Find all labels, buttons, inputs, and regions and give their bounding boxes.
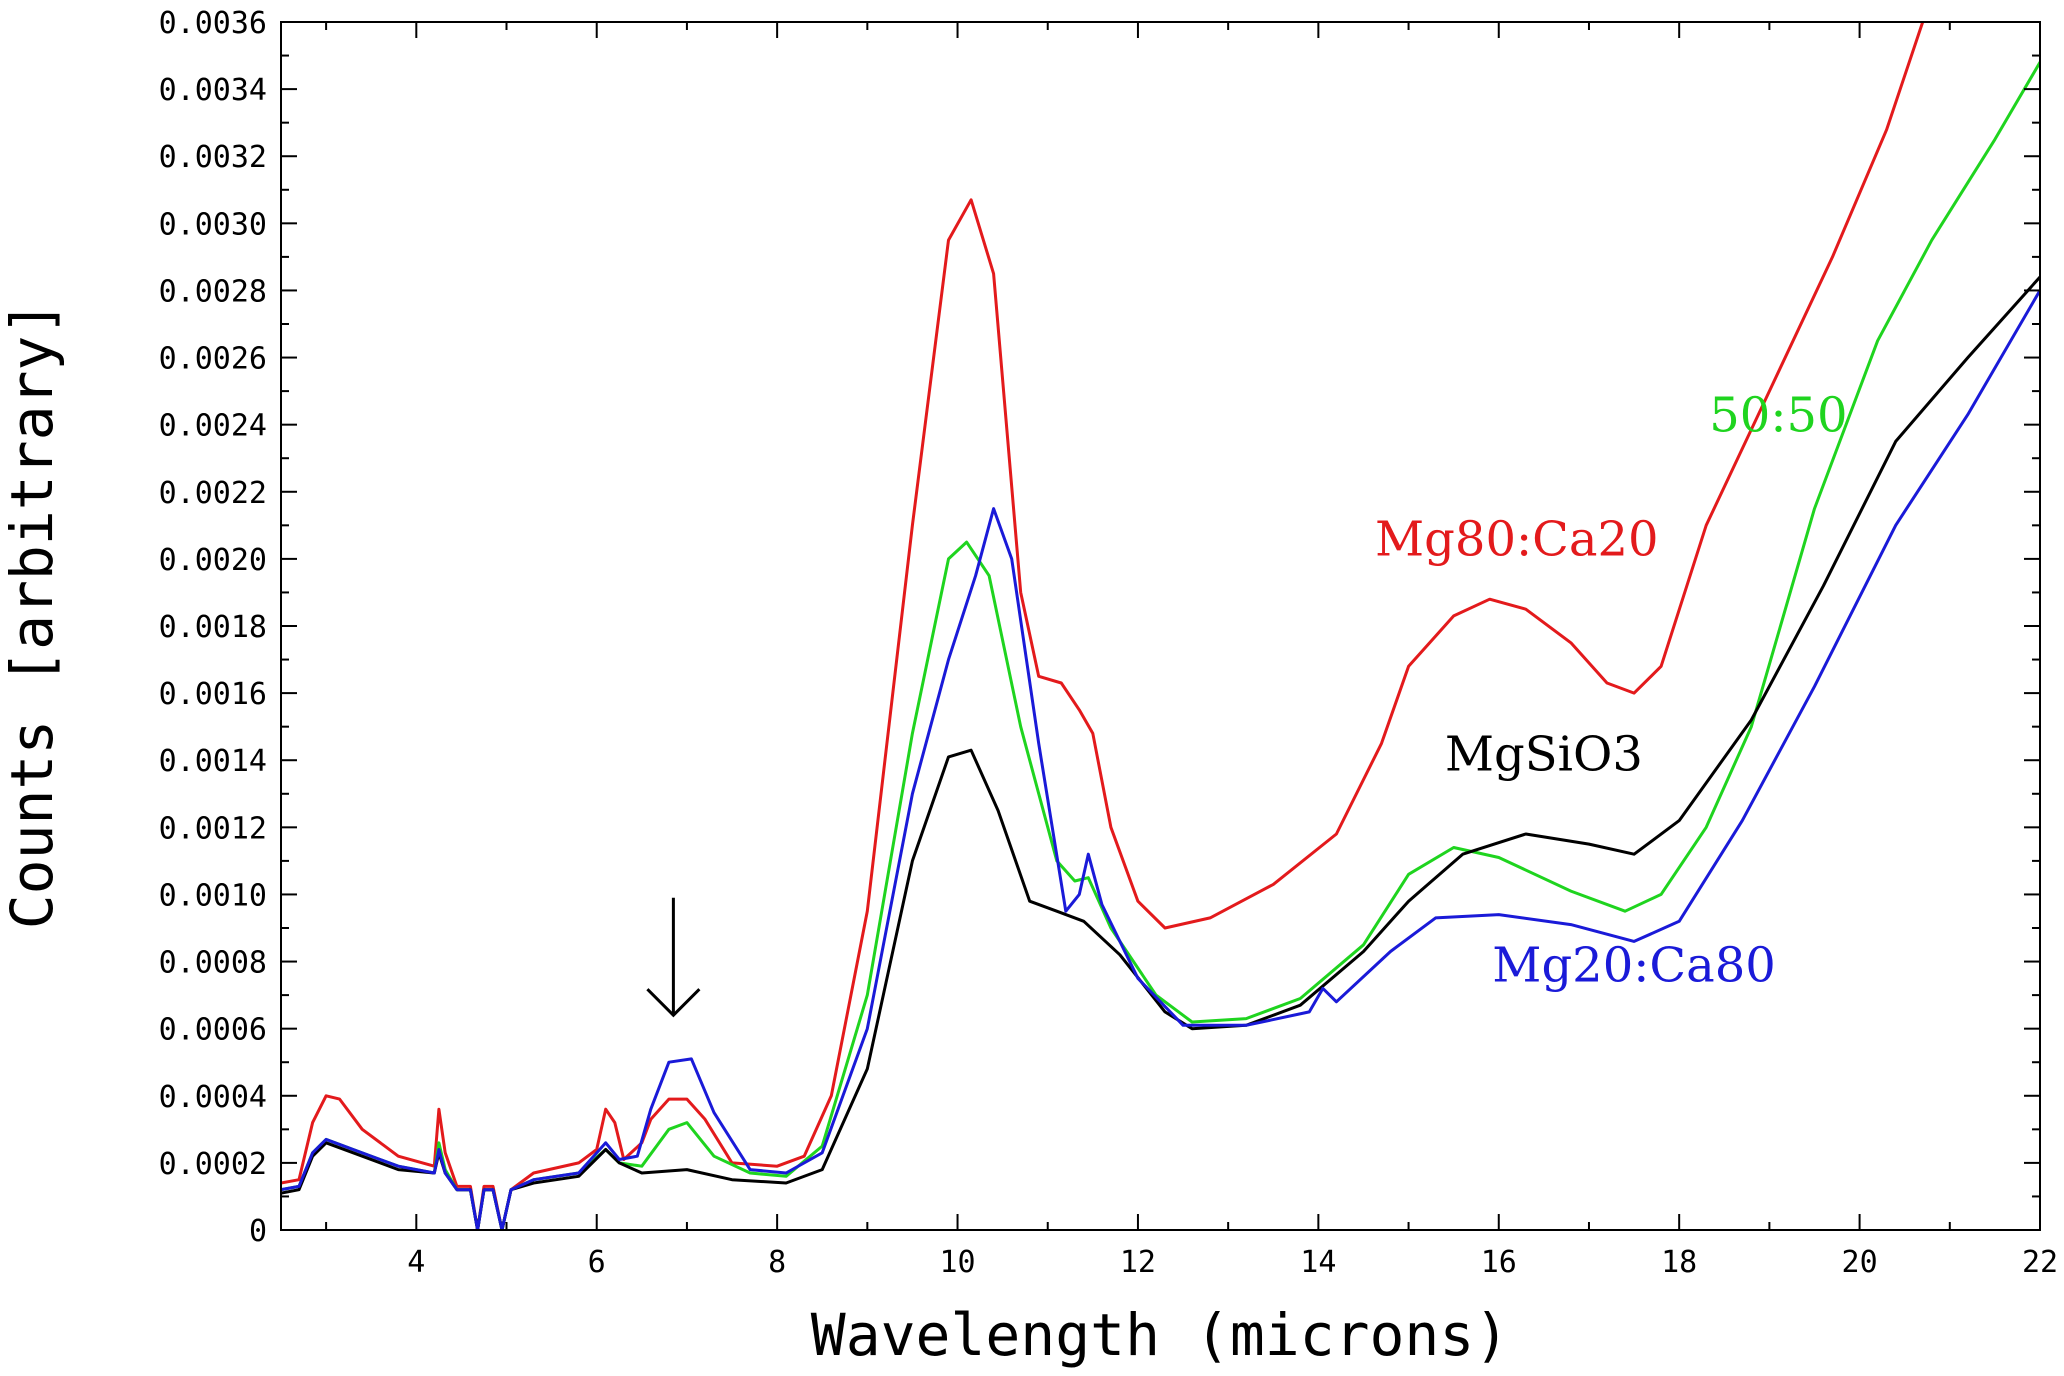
y-tick-label: 0.0010: [159, 878, 267, 913]
y-tick-label: 0.0026: [159, 342, 267, 377]
y-tick-label: 0.0020: [159, 543, 267, 578]
y-tick-label: 0.0008: [159, 946, 267, 981]
series-label-50-50: 50:50: [1709, 387, 1847, 443]
y-tick-label: 0.0022: [159, 476, 267, 511]
y-tick-label: 0.0030: [159, 207, 267, 242]
x-tick-label: 18: [1661, 1245, 1697, 1280]
y-tick-label: 0.0002: [159, 1147, 267, 1182]
series-line-mg20-ca80: [281, 288, 2040, 1230]
x-tick-label: 22: [2022, 1245, 2058, 1280]
y-tick-label: 0.0028: [159, 274, 267, 309]
y-tick-label: 0: [249, 1214, 267, 1249]
annotation-arrow: [646, 897, 701, 1018]
series-label-mgsio3: MgSiO3: [1445, 726, 1643, 782]
axes: 4 6 8 10 12 14 16 18 20 22 0 0.0002 0.0004 0.0006 0.00…: [159, 6, 2058, 1280]
series-line-mg80-ca20: [281, 22, 1925, 1230]
y-tick-label: 0.0032: [159, 140, 267, 175]
x-tick-label: 8: [768, 1245, 786, 1280]
x-tick-label: 14: [1300, 1245, 1336, 1280]
plot-frame: [280, 21, 2041, 1231]
x-tick-label: 10: [939, 1245, 975, 1280]
x-tick-label: 20: [1842, 1245, 1878, 1280]
y-tick-label: 0.0018: [159, 610, 267, 645]
x-tick-label: 4: [407, 1245, 425, 1280]
plot-area: Mg80:Ca20 50:50 MgSiO3 Mg20:Ca80: [281, 22, 2040, 1230]
series-label-mg20-ca80: Mg20:Ca80: [1492, 938, 1776, 994]
y-axis-title: Counts [arbitrary]: [0, 301, 66, 930]
y-tick-label: 0.0016: [159, 677, 267, 712]
x-tick-label: 12: [1120, 1245, 1156, 1280]
y-tick-label: 0.0006: [159, 1013, 267, 1048]
series-label-mg80-ca20: Mg80:Ca20: [1375, 512, 1659, 568]
y-tick-label: 0.0004: [159, 1080, 267, 1115]
y-tick-label: 0.0012: [159, 811, 267, 846]
series-line-50-50: [281, 60, 2040, 1230]
x-tick-label: 6: [588, 1245, 606, 1280]
y-tick-label: 0.0024: [159, 409, 267, 444]
x-tick-label: 16: [1481, 1245, 1517, 1280]
y-tick-label: 0.0036: [159, 6, 267, 41]
x-axis-title: Wavelength (microns): [811, 1301, 1509, 1369]
y-tick-label: 0.0014: [159, 744, 267, 779]
y-tick-label: 0.0034: [159, 73, 267, 108]
